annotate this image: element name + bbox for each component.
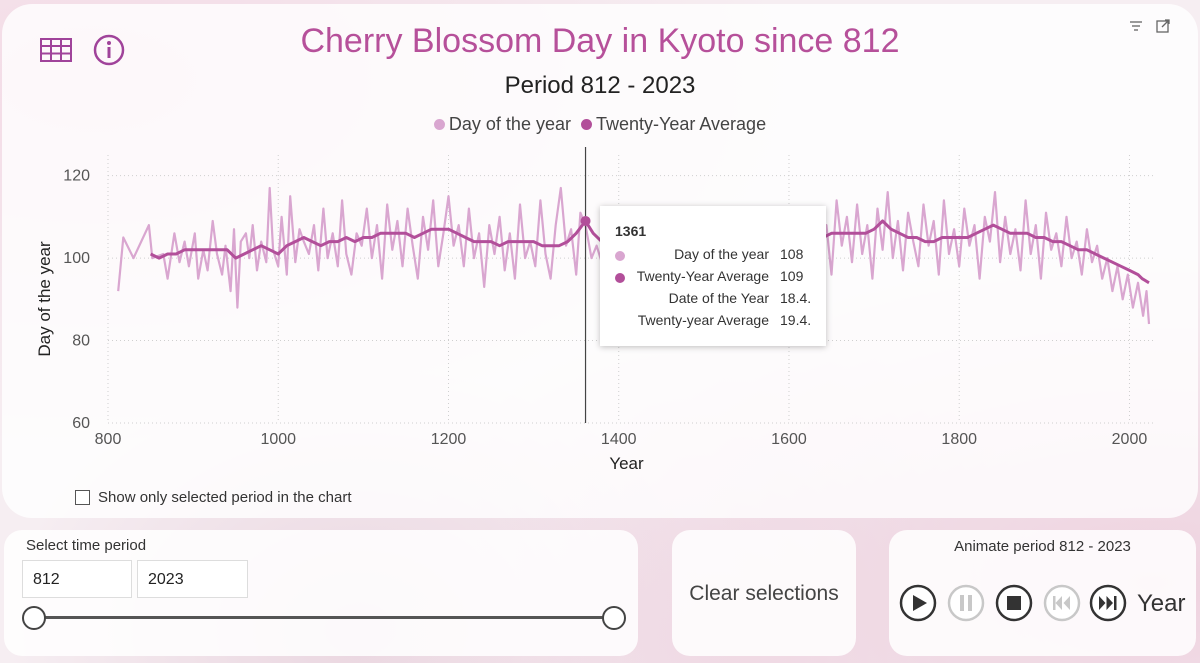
tooltip-label: Day of the year (674, 246, 769, 262)
x-tick-label: 800 (95, 431, 122, 448)
chart-legend[interactable]: Day of the year Twenty-Year Average (0, 114, 1200, 135)
x-tick-label: 1000 (260, 431, 296, 448)
info-icon[interactable] (93, 34, 125, 66)
period-slider-track[interactable] (34, 616, 614, 619)
tooltip-label: Twenty-year Average (637, 312, 769, 328)
y-axis-title: Day of the year (35, 241, 54, 357)
tooltip-label: Date of the Year (668, 290, 769, 306)
focus-mode-icon[interactable] (1155, 18, 1171, 34)
period-slider-end-handle[interactable] (602, 606, 626, 630)
time-period-slicer: Select time period 812 2023 (4, 530, 638, 656)
x-tick-label: 1200 (431, 431, 467, 448)
legend-item-average[interactable]: Twenty-Year Average (580, 114, 767, 135)
filter-icon[interactable] (1128, 18, 1144, 34)
tooltip-dot-day (615, 251, 625, 261)
period-checkbox-label: Show only selected period in the chart (98, 489, 352, 506)
tooltip-value: 19.4. (780, 312, 812, 328)
tooltip-row: Date of the Year 18.4. (600, 290, 826, 310)
legend-label-day: Day of the year (448, 114, 571, 134)
y-tick-label: 80 (72, 333, 90, 350)
page-title: Cherry Blossom Day in Kyoto since 812 (300, 22, 900, 60)
tooltip-value: 18.4. (780, 290, 812, 306)
start-year-input[interactable]: 812 (22, 560, 132, 598)
hover-point (580, 215, 591, 226)
legend-item-day[interactable]: Day of the year (433, 114, 571, 135)
animation-title: Animate period 812 - 2023 (954, 538, 1131, 555)
x-tick-label: 2000 (1112, 431, 1148, 448)
end-year-input[interactable]: 2023 (137, 560, 248, 598)
rewind-icon[interactable] (1043, 584, 1081, 622)
x-tick-label: 1400 (601, 431, 637, 448)
animation-panel: Animate period 812 - 2023 Year (889, 530, 1196, 656)
legend-label-average: Twenty-Year Average (595, 114, 767, 134)
chart-tooltip: 1361 Day of the year 108 Twenty-Year Ave… (600, 206, 826, 346)
period-checkbox-row[interactable]: Show only selected period in the chart (75, 489, 351, 506)
tooltip-dot-average (615, 273, 625, 283)
tooltip-value: 108 (780, 246, 804, 262)
tooltip-label: Twenty-Year Average (636, 268, 769, 284)
x-tick-label: 1600 (771, 431, 807, 448)
animation-field-label: Year (1137, 590, 1186, 617)
page-subtitle: Period 812 - 2023 (504, 72, 696, 99)
period-checkbox[interactable] (75, 490, 90, 505)
y-tick-label: 100 (63, 250, 90, 267)
line-chart[interactable]: 60 80 100 120 800 1000 1200 1400 1600 1800 2000 Yea… (0, 0, 1200, 480)
x-axis-title: Year (609, 454, 644, 473)
table-icon[interactable] (40, 38, 72, 62)
x-tick-label: 1800 (941, 431, 977, 448)
stop-icon[interactable] (995, 584, 1033, 622)
y-tick-label: 120 (63, 168, 90, 185)
fast-forward-icon[interactable] (1089, 584, 1127, 622)
hover-indicator (580, 147, 591, 423)
y-tick-label: 60 (72, 415, 90, 432)
play-icon[interactable] (899, 584, 937, 622)
period-slider-start-handle[interactable] (22, 606, 46, 630)
time-period-label: Select time period (26, 537, 147, 554)
legend-dot-day (433, 119, 445, 130)
pause-icon[interactable] (947, 584, 985, 622)
tooltip-row: Twenty-Year Average 109 (600, 268, 826, 288)
clear-selections-button[interactable]: Clear selections (672, 530, 856, 656)
tooltip-value: 109 (780, 268, 804, 284)
axes: 60 80 100 120 800 1000 1200 1400 1600 1800 2000 Yea… (35, 168, 1147, 473)
clear-selections-label: Clear selections (689, 582, 839, 605)
tooltip-title: 1361 (615, 223, 647, 239)
tooltip-row: Twenty-year Average 19.4. (600, 312, 826, 332)
legend-dot-average (580, 119, 592, 130)
tooltip-row: Day of the year 108 (600, 246, 826, 266)
